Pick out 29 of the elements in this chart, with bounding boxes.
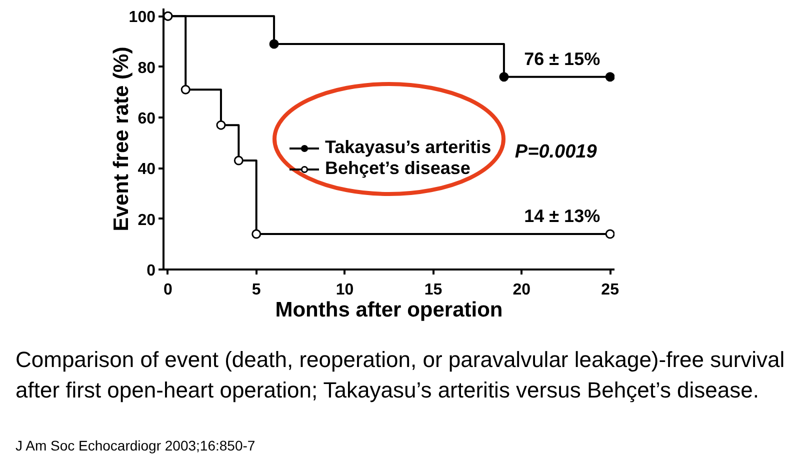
x-tick-label: 5 <box>252 282 261 298</box>
point <box>216 120 226 130</box>
point <box>499 72 509 82</box>
point <box>180 84 190 94</box>
x-tick-label: 25 <box>601 282 620 298</box>
y-tick-label: 20 <box>138 212 156 229</box>
x-axis-title: Months after operation <box>275 298 503 322</box>
annotation: 76 ± 15% <box>524 48 600 69</box>
text: Comparison of event (death, reoperation, or paravalvular leakage)-free survival after first open-heart operation; Takayasu’s arteritis versus Behçet’s disease. <box>16 346 785 402</box>
annotation: 14 ± 13% <box>524 206 600 226</box>
y-tick-label: 0 <box>146 262 156 280</box>
x-tick-label: 20 <box>512 282 531 298</box>
legend-label: Behçet’s disease <box>325 158 470 179</box>
x-tick-label: 10 <box>336 282 354 298</box>
y-tick-label: 80 <box>138 60 156 77</box>
x-tick-label: 0 <box>163 282 172 298</box>
point <box>234 156 244 166</box>
x-tick-label: 15 <box>424 282 442 298</box>
point <box>269 39 279 49</box>
annotation: P=0.0019 <box>514 142 598 163</box>
y-tick-label: 100 <box>128 9 156 26</box>
text: J Am Soc Echocardiogr 2003;16:850-7 <box>16 438 256 454</box>
point <box>252 229 262 239</box>
point <box>605 72 614 82</box>
point <box>605 229 614 239</box>
y-tick-label: 60 <box>138 110 156 128</box>
legend-label: Takayasu’s arteritis <box>325 137 492 158</box>
y-tick-label: 40 <box>138 161 156 178</box>
y-axis-title: Event free rate (%) <box>110 46 133 232</box>
